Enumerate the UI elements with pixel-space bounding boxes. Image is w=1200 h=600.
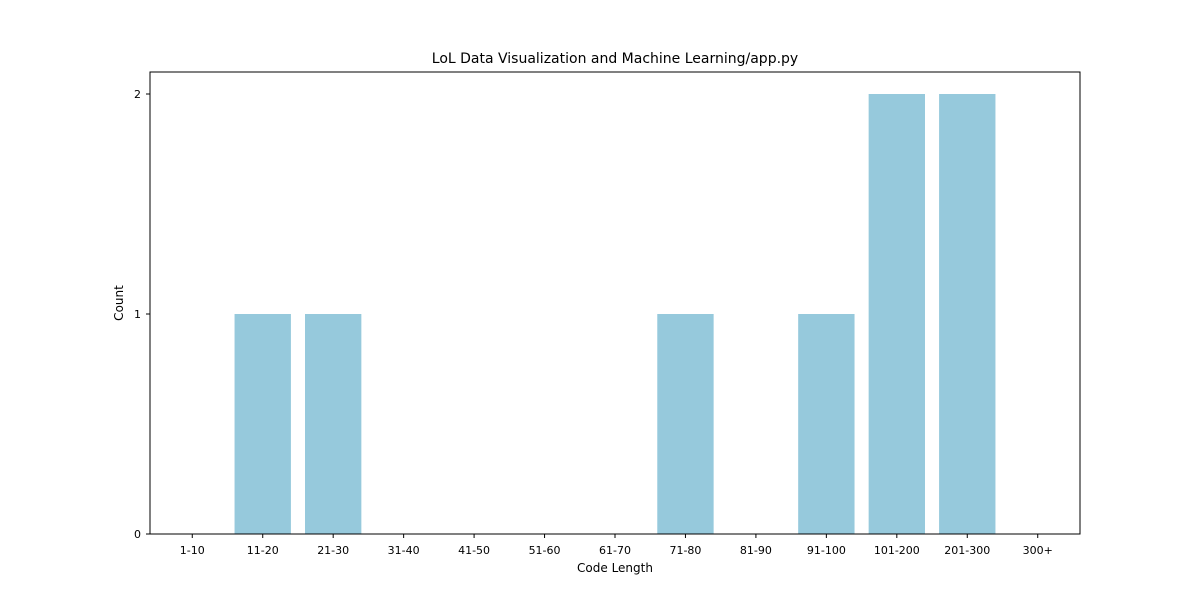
x-tick-label: 51-60	[529, 544, 561, 557]
x-tick-label: 81-90	[740, 544, 772, 557]
y-axis-label: Count	[112, 285, 126, 321]
bar-71-80	[657, 314, 714, 534]
bar-101-200	[868, 94, 925, 534]
y-tick-label: 0	[134, 528, 141, 541]
x-ticks-group: 1-10 11-20 21-30 31-40 41-50 51-60 61-70 71-80 8…	[180, 534, 1053, 557]
x-axis-label: Code Length	[577, 561, 653, 575]
x-tick-label: 91-100	[807, 544, 846, 557]
x-tick-label: 71-80	[669, 544, 701, 557]
y-ticks-group: 0 1 2	[134, 88, 150, 541]
x-tick-label: 201-300	[944, 544, 990, 557]
x-tick-label: 1-10	[180, 544, 205, 557]
bars-group	[234, 94, 996, 534]
bar-21-30	[305, 314, 362, 534]
y-tick-label: 2	[134, 88, 141, 101]
bar-201-300	[939, 94, 996, 534]
y-tick-label: 1	[134, 308, 141, 321]
x-tick-label: 61-70	[599, 544, 631, 557]
x-tick-label: 31-40	[388, 544, 420, 557]
x-tick-label: 41-50	[458, 544, 490, 557]
plot-frame	[149, 71, 1081, 535]
x-tick-label: 21-30	[317, 544, 349, 557]
x-tick-label: 101-200	[874, 544, 920, 557]
x-tick-label: 11-20	[247, 544, 279, 557]
chart-title: LoL Data Visualization and Machine Learn…	[432, 51, 798, 67]
x-tick-label: 300+	[1023, 544, 1053, 557]
bar-91-100	[798, 314, 855, 534]
bar-11-20	[234, 314, 291, 534]
